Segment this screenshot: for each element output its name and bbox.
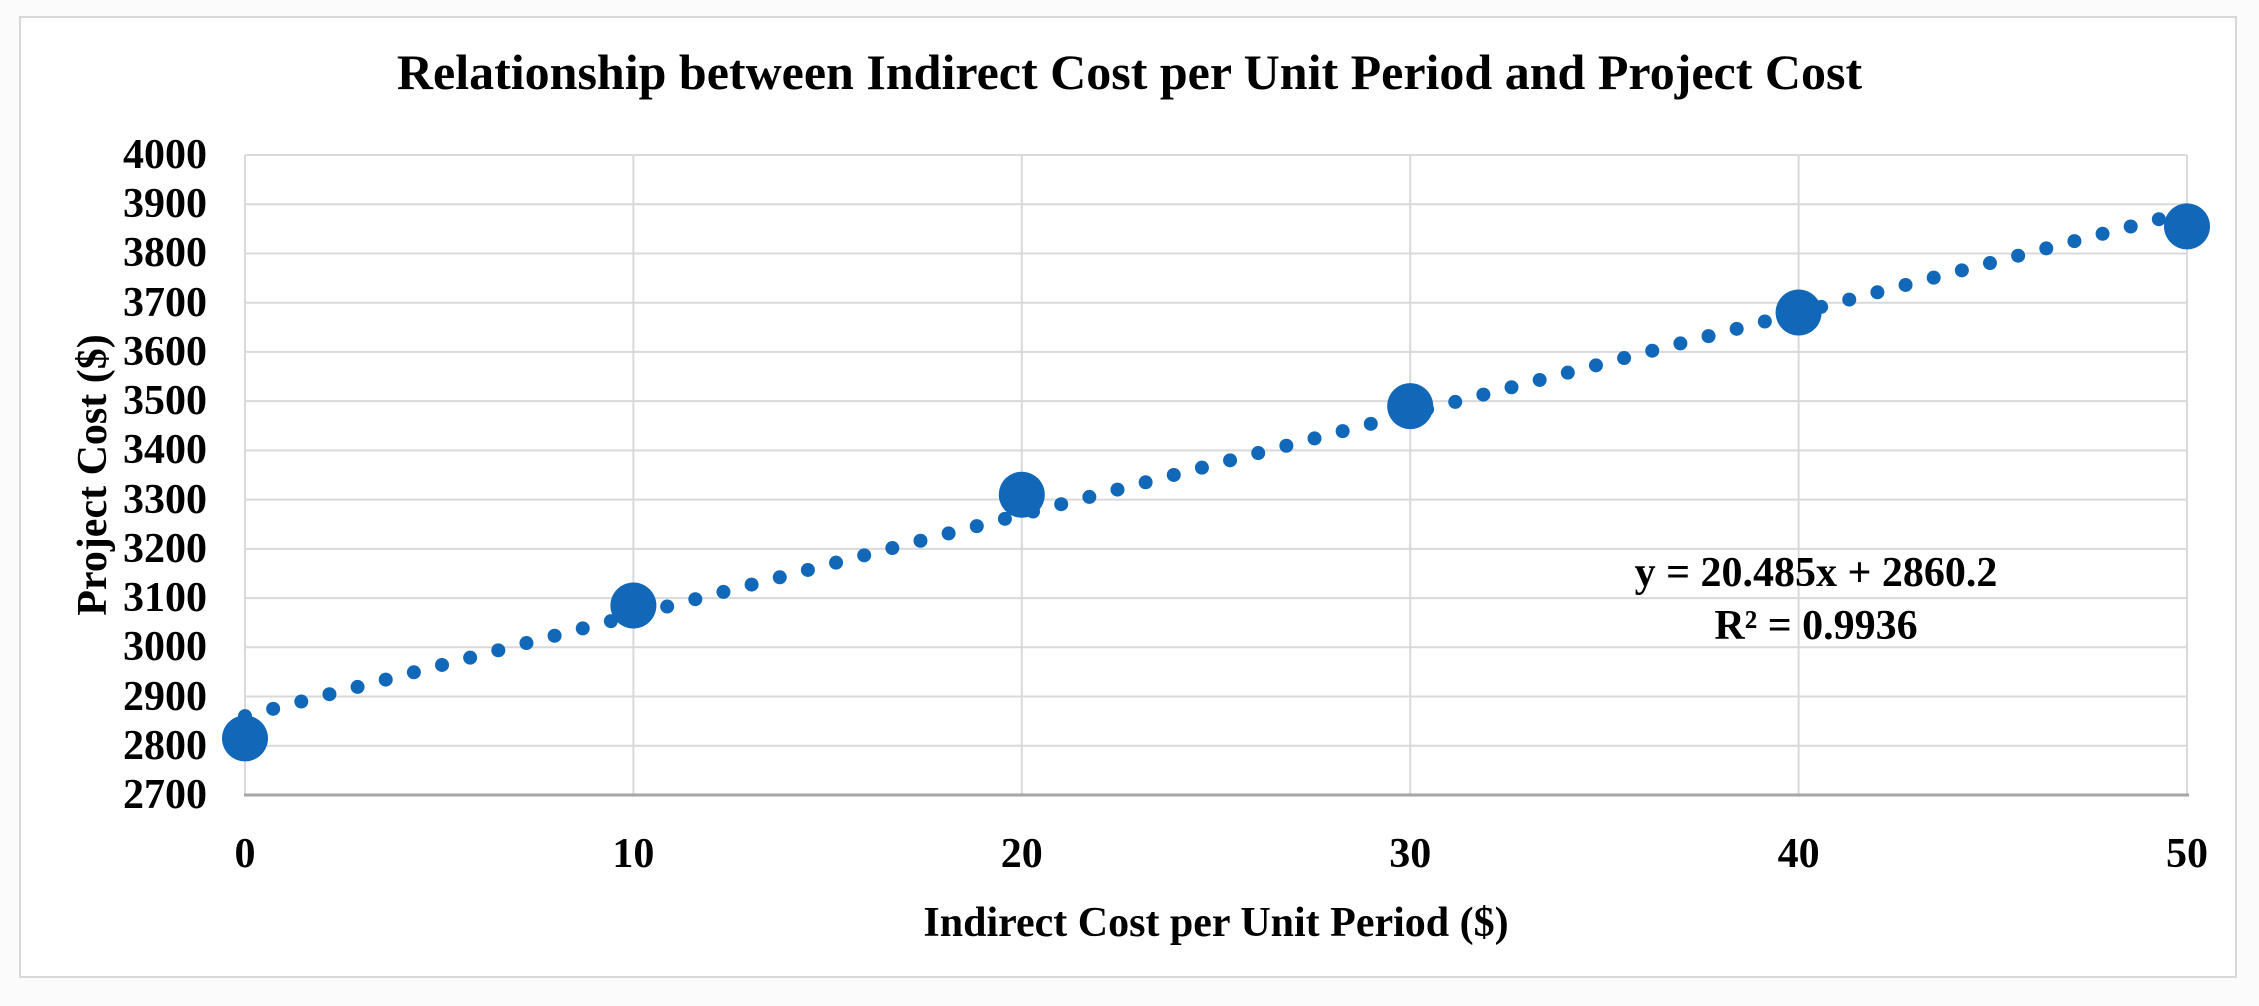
trendline-dot — [378, 672, 393, 687]
trendline-dot — [2067, 234, 2082, 249]
trendline-dot — [1701, 329, 1716, 344]
y-tick-label: 3800 — [123, 230, 207, 277]
x-tick-label: 30 — [1389, 831, 1432, 877]
trendline-dot — [1476, 387, 1491, 402]
trendline-dot — [997, 511, 1012, 526]
trendline-dot — [519, 636, 534, 651]
trendline-dot — [406, 665, 421, 680]
chart-title: Relationship between Indirect Cost per U… — [396, 44, 1863, 100]
x-tick-label: 40 — [1777, 831, 1820, 877]
trendline-dot — [1673, 336, 1688, 351]
y-tick-label: 4000 — [123, 132, 207, 178]
trendline-dot — [829, 555, 844, 570]
chart-frame — [19, 16, 2237, 978]
trendline-dot — [716, 584, 731, 599]
trendline-dot — [660, 599, 675, 614]
trendline-dot — [688, 592, 703, 607]
trendline-dot — [1223, 453, 1238, 468]
data-point-marker — [1387, 383, 1434, 430]
trendline-dot — [2123, 219, 2138, 234]
y-tick-label: 3400 — [123, 427, 207, 474]
trendline-dot — [2011, 248, 2026, 263]
trendline-dot — [1870, 285, 1885, 300]
trendline-dot — [2039, 241, 2054, 256]
trendline-dot — [1194, 460, 1209, 475]
data-point-marker — [998, 471, 1045, 518]
trendline-dot — [491, 643, 506, 658]
x-tick-label: 10 — [612, 831, 655, 877]
trendline-dot — [2151, 212, 2166, 227]
y-tick-label: 3900 — [123, 181, 207, 228]
trendline-dot — [1504, 380, 1519, 395]
trendline-dot — [1532, 372, 1547, 387]
trendline-dot — [1842, 292, 1857, 307]
y-tick-label: 3100 — [123, 575, 207, 622]
x-tick-label: 50 — [2166, 831, 2208, 877]
trendline-dot — [885, 541, 900, 556]
trendline-dot — [1251, 446, 1266, 461]
data-point-marker — [610, 582, 657, 629]
y-tick-label: 3500 — [123, 378, 207, 425]
trendline-dot — [1166, 467, 1181, 482]
trendline-dot — [1645, 343, 1660, 358]
trendline-equation: y = 20.485x + 2860.2 R² = 0.9936 — [1635, 547, 1998, 653]
y-tick-label: 2900 — [123, 673, 207, 720]
trendline-dot — [1757, 314, 1772, 329]
trendline-dot — [1082, 489, 1097, 504]
trendline-dot — [1110, 482, 1125, 497]
trendline-dot — [1898, 277, 1913, 292]
trendline-dot — [1560, 365, 1575, 380]
y-tick-label: 2800 — [123, 722, 207, 769]
x-tick-label: 0 — [234, 831, 256, 877]
trendline-dot — [1926, 270, 1941, 285]
trendline-dot — [1617, 351, 1632, 366]
trendline-dot — [1982, 256, 1997, 271]
trendline-dot — [294, 694, 309, 709]
y-tick-label: 3700 — [123, 279, 207, 326]
trendline-dot — [969, 519, 984, 534]
x-axis-title: Indirect Cost per Unit Period ($) — [923, 900, 1509, 946]
y-tick-label: 3000 — [123, 624, 207, 671]
data-point-marker — [222, 715, 268, 762]
trendline-dot — [913, 533, 928, 548]
trendline-dot — [1954, 263, 1969, 278]
trendline-dot — [744, 577, 759, 592]
trendline-dot — [2095, 226, 2110, 241]
trendline-dot — [1307, 431, 1322, 446]
data-point-marker — [2164, 203, 2210, 250]
y-tick-label: 3600 — [123, 328, 207, 375]
trendline-dot — [1279, 438, 1294, 453]
trendline-dot — [1588, 358, 1603, 373]
trendline-dot — [547, 628, 562, 643]
trendline-dot — [1054, 497, 1069, 512]
trendline-dot — [800, 562, 815, 577]
trendline-dot — [575, 621, 590, 636]
x-tick-label: 20 — [1000, 831, 1043, 877]
trendline-dot — [322, 687, 337, 702]
trendline-dot — [463, 650, 478, 665]
trendline-dot — [435, 657, 450, 672]
trendline-dot — [1335, 424, 1350, 439]
y-tick-label: 2700 — [123, 772, 207, 818]
trendline-r-squared: R² = 0.9936 — [1714, 603, 1918, 649]
trendline-dot — [266, 701, 281, 716]
trendline-dot — [350, 679, 365, 694]
trendline-dot — [1729, 321, 1744, 336]
trendline-dot — [1363, 416, 1378, 431]
trendline-dot — [1138, 475, 1153, 490]
trendline-dot — [772, 570, 787, 585]
data-point-marker — [1775, 289, 1822, 336]
trendline-dot — [1448, 394, 1463, 409]
trendline-dot — [857, 548, 872, 563]
y-tick-label: 3300 — [123, 476, 207, 523]
trendline-dot — [941, 526, 956, 541]
trendline-equation-line: y = 20.485x + 2860.2 — [1634, 550, 1998, 596]
y-tick-label: 3200 — [123, 525, 207, 572]
